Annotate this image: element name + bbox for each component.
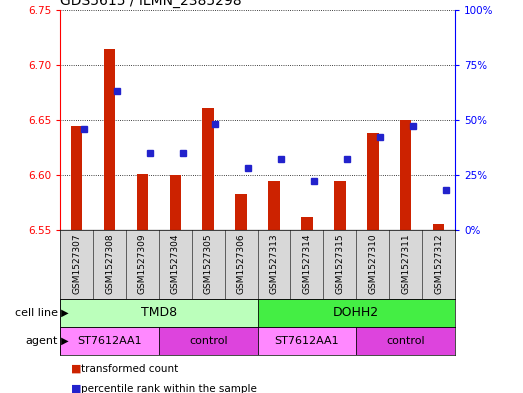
Text: GSM1527307: GSM1527307 xyxy=(72,233,81,294)
Text: GSM1527308: GSM1527308 xyxy=(105,233,114,294)
Text: GSM1527314: GSM1527314 xyxy=(302,233,311,294)
Text: control: control xyxy=(189,336,228,346)
Text: GSM1527315: GSM1527315 xyxy=(335,233,344,294)
Bar xyxy=(367,133,379,230)
Bar xyxy=(60,299,257,327)
Bar xyxy=(301,217,313,230)
Text: GDS5615 / ILMN_2385298: GDS5615 / ILMN_2385298 xyxy=(60,0,242,8)
Text: GSM1527312: GSM1527312 xyxy=(434,233,443,294)
Text: GSM1527304: GSM1527304 xyxy=(171,233,180,294)
Text: TMD8: TMD8 xyxy=(141,306,177,320)
Text: DOHH2: DOHH2 xyxy=(333,306,379,320)
Bar xyxy=(268,182,280,230)
Bar xyxy=(257,327,356,355)
Text: GSM1527310: GSM1527310 xyxy=(368,233,377,294)
Bar xyxy=(169,175,181,230)
Text: GSM1527313: GSM1527313 xyxy=(269,233,279,294)
Bar xyxy=(71,127,82,230)
Bar xyxy=(137,174,148,230)
Bar xyxy=(356,327,455,355)
Text: GSM1527309: GSM1527309 xyxy=(138,233,147,294)
Text: transformed count: transformed count xyxy=(81,364,178,374)
Bar xyxy=(400,120,412,230)
Bar xyxy=(60,327,159,355)
Text: control: control xyxy=(386,336,425,346)
Text: agent: agent xyxy=(25,336,58,346)
Bar xyxy=(334,182,346,230)
Bar xyxy=(257,299,455,327)
Bar xyxy=(104,50,115,230)
Text: ST7612AA1: ST7612AA1 xyxy=(77,336,142,346)
Bar xyxy=(433,224,445,230)
Text: ▶: ▶ xyxy=(58,336,69,346)
Text: GSM1527305: GSM1527305 xyxy=(204,233,213,294)
Text: ▶: ▶ xyxy=(58,308,69,318)
Text: ■: ■ xyxy=(71,384,81,393)
Text: GSM1527306: GSM1527306 xyxy=(236,233,246,294)
Text: ■: ■ xyxy=(71,364,81,374)
Text: GSM1527311: GSM1527311 xyxy=(401,233,410,294)
Text: ST7612AA1: ST7612AA1 xyxy=(275,336,339,346)
Text: cell line: cell line xyxy=(15,308,58,318)
Bar xyxy=(202,108,214,230)
Text: percentile rank within the sample: percentile rank within the sample xyxy=(81,384,257,393)
Bar xyxy=(159,327,257,355)
Bar xyxy=(235,194,247,230)
